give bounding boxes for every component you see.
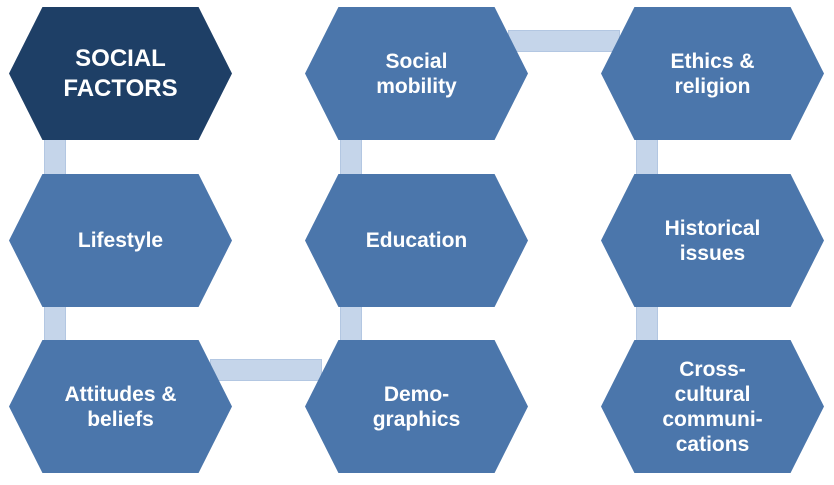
hex-label: Lifestyle [77,229,164,252]
hex-label: Education [365,229,468,252]
hex-label: Demo- graphics [372,382,461,431]
hex-label: Social mobility [376,49,457,98]
hex-education: Education [305,174,528,307]
hex-attitudes-beliefs: Attitudes & beliefs [9,340,232,473]
hex-label: Ethics & religion [670,49,755,98]
hex-label: SOCIAL FACTORS [63,44,178,102]
hex-historical-issues: Historical issues [601,174,824,307]
connector-attitudes-demographics [210,359,322,381]
hex-cross-cultural-communications: Cross- cultural communi- cations [601,340,824,473]
connector-social-mobility-ethics [508,30,620,52]
hex-label: Cross- cultural communi- cations [662,357,763,456]
hex-demographics: Demo- graphics [305,340,528,473]
hex-social-mobility: Social mobility [305,7,528,140]
hex-ethics-religion: Ethics & religion [601,7,824,140]
hex-social-factors: SOCIAL FACTORS [9,7,232,140]
hex-label: Attitudes & beliefs [64,382,177,431]
hex-label: Historical issues [664,216,761,265]
hex-lifestyle: Lifestyle [9,174,232,307]
